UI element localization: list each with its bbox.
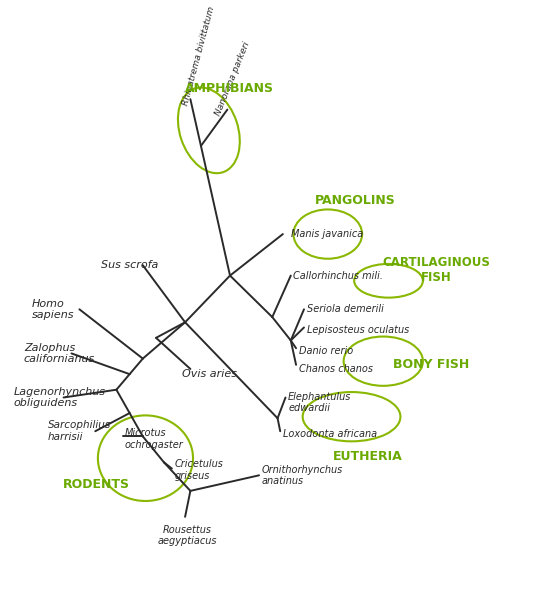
Text: Callorhinchus mili.: Callorhinchus mili.: [293, 271, 383, 281]
Text: BONY FISH: BONY FISH: [392, 358, 469, 371]
Text: Zalophus
californianus: Zalophus californianus: [24, 343, 95, 364]
Text: Cricetulus
griseus: Cricetulus griseus: [175, 460, 223, 481]
Text: Loxodonta africana: Loxodonta africana: [283, 429, 377, 439]
Text: Ovis aries: Ovis aries: [183, 369, 238, 379]
Text: Lepisosteus oculatus: Lepisosteus oculatus: [307, 325, 409, 335]
Text: Microtus
ochrogaster: Microtus ochrogaster: [124, 428, 183, 450]
Text: PANGOLINS: PANGOLINS: [315, 194, 395, 207]
Text: Ornithorhynchus
anatinus: Ornithorhynchus anatinus: [262, 464, 343, 486]
Text: Homo
sapiens: Homo sapiens: [32, 299, 74, 320]
Text: Danio rerio: Danio rerio: [299, 346, 353, 356]
Text: Chanos chanos: Chanos chanos: [299, 364, 373, 374]
Text: Lagenorhynchus
obliguidens: Lagenorhynchus obliguidens: [13, 386, 105, 408]
Text: RODENTS: RODENTS: [64, 478, 130, 491]
Text: Elephantulus
edwardii: Elephantulus edwardii: [288, 392, 351, 413]
Text: Nanorana parkeri: Nanorana parkeri: [214, 41, 252, 118]
Text: Manis javanica: Manis javanica: [291, 229, 363, 239]
Text: EUTHERIA: EUTHERIA: [333, 449, 402, 463]
Text: Sus scrofa: Sus scrofa: [100, 260, 158, 270]
Text: Seriola demerili: Seriola demerili: [307, 304, 383, 314]
Text: Rousettus
aegyptiacus: Rousettus aegyptiacus: [158, 524, 217, 546]
Text: Sarcophilius
harrisii: Sarcophilius harrisii: [48, 421, 111, 442]
Text: CARTILAGINOUS
FISH: CARTILAGINOUS FISH: [382, 256, 490, 284]
Text: Rhinatrema bivittatum: Rhinatrema bivittatum: [182, 6, 217, 107]
Text: AMPHIBIANS: AMPHIBIANS: [185, 82, 274, 95]
